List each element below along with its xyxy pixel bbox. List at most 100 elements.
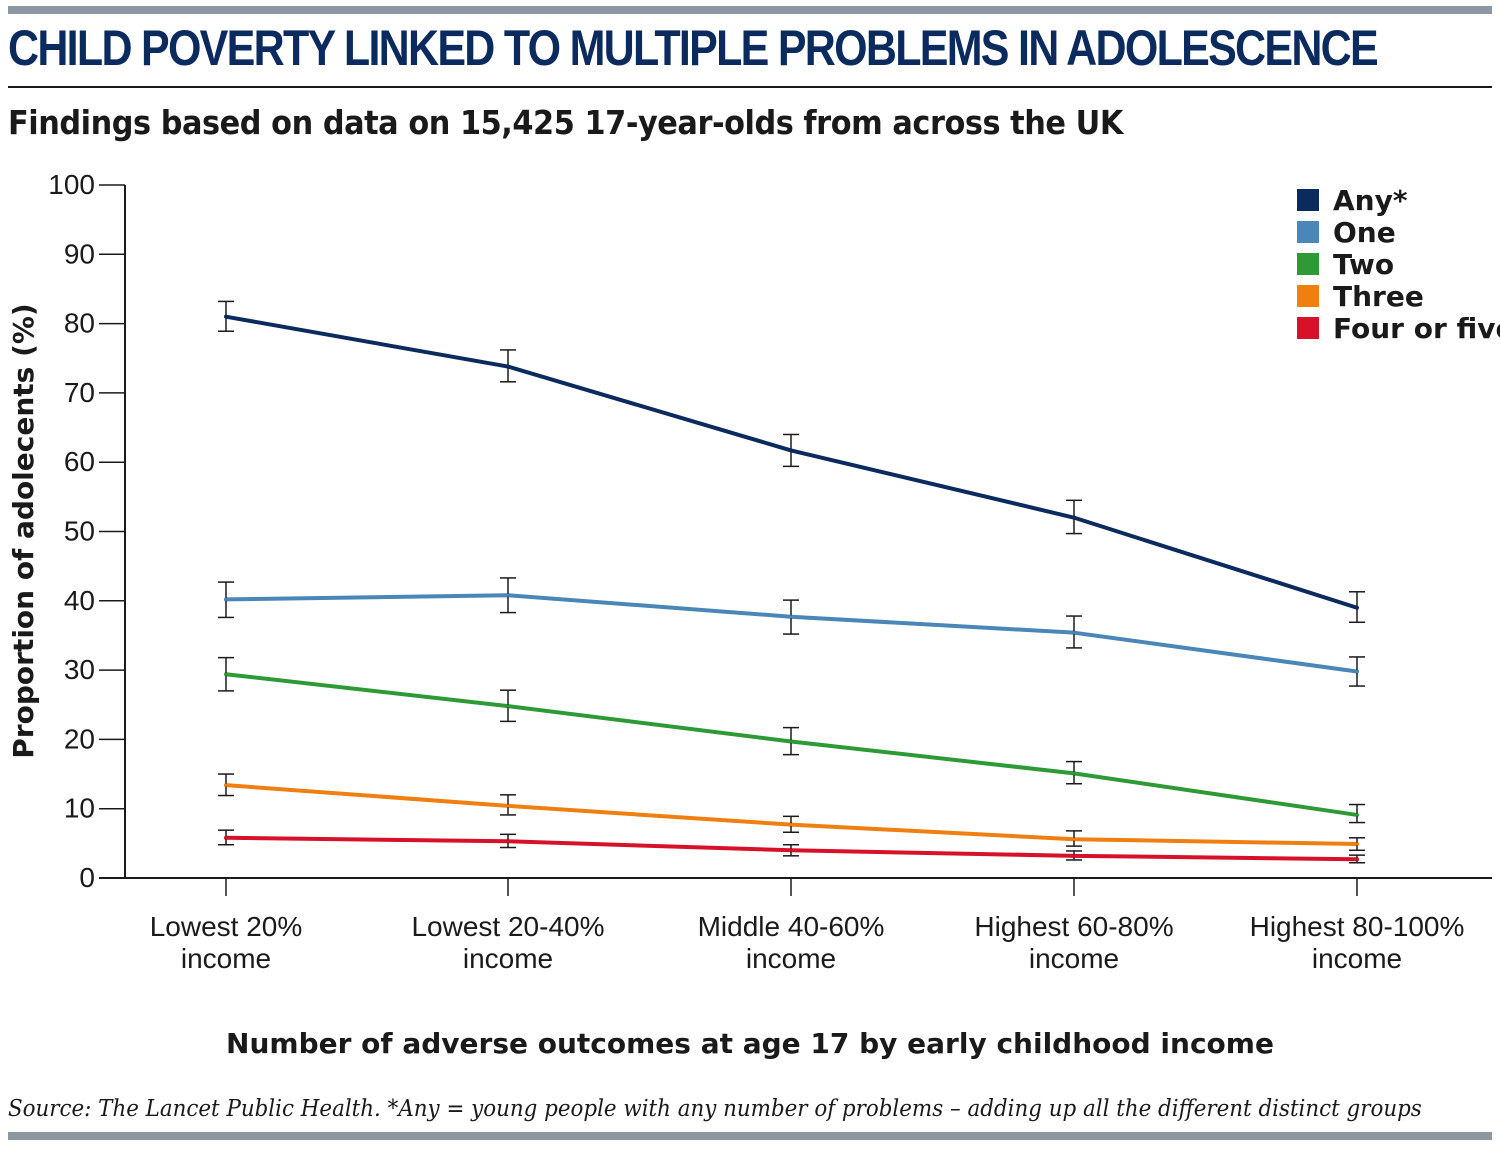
data-point — [789, 615, 793, 619]
top-rule — [8, 6, 1492, 14]
error-bar — [1349, 854, 1365, 864]
x-tick-label: Lowest 20% — [150, 911, 303, 942]
title-divider — [8, 86, 1492, 88]
x-tick-label: Highest 60-80% — [974, 911, 1173, 942]
error-bar — [218, 656, 234, 692]
x-tick-label: Lowest 20-40% — [411, 911, 604, 942]
x-tick-label: income — [1029, 943, 1119, 974]
error-bar — [1066, 615, 1082, 649]
data-point — [506, 839, 510, 843]
legend-swatch — [1297, 285, 1319, 307]
y-tick-label: 50 — [64, 516, 95, 547]
data-point — [506, 365, 510, 369]
y-tick-label: 90 — [64, 238, 95, 269]
legend-label: Any* — [1333, 184, 1408, 217]
y-tick-label: 0 — [79, 862, 95, 893]
data-point — [1355, 669, 1359, 673]
data-point — [1072, 771, 1076, 775]
x-tick-label: income — [1312, 943, 1402, 974]
legend-label: Two — [1333, 248, 1394, 281]
error-bar — [783, 726, 799, 756]
data-point — [789, 448, 793, 452]
x-tick-label: Highest 80-100% — [1250, 911, 1465, 942]
y-tick-label: 70 — [64, 377, 95, 408]
error-bar — [500, 833, 516, 849]
error-bar — [1349, 656, 1365, 687]
y-tick-label: 80 — [64, 308, 95, 339]
legend-swatch — [1297, 221, 1319, 243]
data-point — [1355, 842, 1359, 846]
error-bar — [500, 689, 516, 723]
error-bar — [218, 773, 234, 797]
data-point — [224, 783, 228, 787]
error-bar — [783, 433, 799, 468]
legend-label: Three — [1333, 280, 1424, 313]
error-bar — [1349, 591, 1365, 624]
data-point — [506, 804, 510, 808]
legend-label: Four or five — [1333, 312, 1500, 345]
series-three — [218, 773, 1365, 852]
error-bar — [1066, 830, 1082, 847]
error-bar — [218, 300, 234, 332]
source-note: Source: The Lancet Public Health. *Any =… — [8, 1096, 1422, 1122]
data-point — [506, 593, 510, 597]
x-tick-label: income — [181, 943, 271, 974]
data-point — [1355, 606, 1359, 610]
error-bar — [1066, 499, 1082, 535]
error-bar — [500, 577, 516, 614]
legend-item: Four or five — [1297, 312, 1500, 345]
data-point — [1355, 813, 1359, 817]
data-point — [1072, 631, 1076, 635]
error-bar — [1349, 837, 1365, 852]
y-tick-label: 40 — [64, 585, 95, 616]
data-point — [789, 848, 793, 852]
y-tick-label: 100 — [48, 169, 95, 200]
legend-swatch — [1297, 189, 1319, 211]
error-bar — [218, 829, 234, 846]
data-point — [506, 704, 510, 708]
error-bar — [500, 349, 516, 383]
y-axis: 0 10 20 30 40 50 60 70 80 90 100 — [48, 169, 126, 893]
error-bar — [783, 815, 799, 834]
series-two — [218, 656, 1365, 824]
series-four-or-five — [218, 829, 1365, 864]
error-bar — [783, 843, 799, 857]
y-axis-title: Proportion of adolecents (%) — [7, 303, 40, 758]
error-bar — [1349, 803, 1365, 824]
data-point — [1072, 516, 1076, 520]
data-point — [1072, 854, 1076, 858]
data-point — [1355, 857, 1359, 861]
x-tick-label: income — [463, 943, 553, 974]
data-point — [224, 672, 228, 676]
series-any — [218, 300, 1365, 624]
y-tick-label: 10 — [64, 793, 95, 824]
y-tick-label: 30 — [64, 654, 95, 685]
legend-item: One — [1297, 216, 1396, 249]
legend-swatch — [1297, 253, 1319, 275]
x-axis-title: Number of adverse outcomes at age 17 by … — [226, 1027, 1274, 1060]
error-bar — [1066, 850, 1082, 861]
series-layer — [218, 300, 1365, 864]
data-point — [224, 597, 228, 601]
x-tick-label: income — [746, 943, 836, 974]
legend-item: Two — [1297, 248, 1394, 281]
legend-label: One — [1333, 216, 1396, 249]
data-point — [789, 739, 793, 743]
data-point — [1072, 837, 1076, 841]
legend-item: Any* — [1297, 184, 1408, 217]
error-bar — [1066, 760, 1082, 785]
legend-swatch — [1297, 317, 1319, 339]
error-bar — [783, 599, 799, 635]
error-bar — [218, 581, 234, 619]
bottom-rule — [8, 1132, 1492, 1140]
x-tick-label: Middle 40-60% — [698, 911, 885, 942]
legend-item: Three — [1297, 280, 1424, 313]
series-line — [224, 783, 1359, 847]
data-point — [789, 823, 793, 827]
chart-subtitle: Findings based on data on 15,425 17-year… — [8, 103, 1123, 142]
data-point — [224, 836, 228, 840]
error-bar — [500, 794, 516, 816]
